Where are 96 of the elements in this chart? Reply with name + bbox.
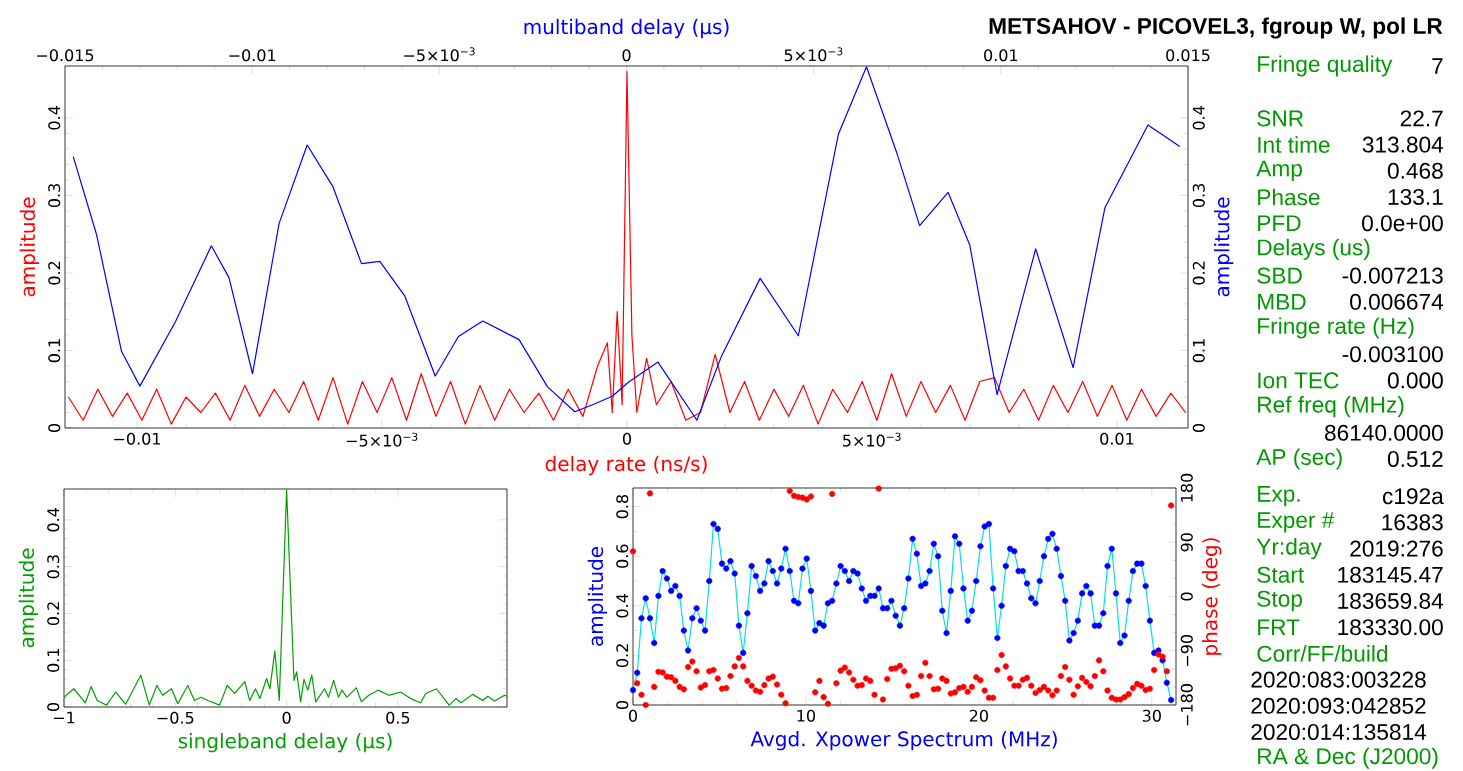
y-tick-label: 0 bbox=[47, 702, 60, 712]
y-tick-label: 0 bbox=[616, 700, 629, 710]
text: FRT bbox=[1258, 619, 1300, 635]
y2-tick-label: 0 bbox=[1192, 423, 1205, 433]
text: Fringe rate (Hz) bbox=[1258, 317, 1414, 339]
y2-tick-label: −180 bbox=[1180, 684, 1193, 726]
y-tick-label: 0.6 bbox=[616, 544, 629, 568]
y2-tick-label: 90 bbox=[1180, 533, 1193, 552]
text: 86140.0000 bbox=[1324, 424, 1443, 441]
text: Fringe quality bbox=[1258, 55, 1393, 77]
text: 183330.00 bbox=[1338, 619, 1443, 636]
x-tick-label: 0.01 bbox=[1100, 432, 1134, 445]
y-axis-title: amplitude bbox=[18, 548, 39, 648]
x2-tick-label: 0.01 bbox=[984, 49, 1018, 62]
text: Ref freq (MHz) bbox=[1258, 396, 1404, 418]
text: 183659.84 bbox=[1338, 592, 1444, 610]
line-series bbox=[64, 489, 507, 706]
x-tick-label: −5×10$^{−3}$ bbox=[346, 432, 418, 447]
x-tick-label: 0 bbox=[628, 709, 638, 722]
y-tick-label: 0.2 bbox=[47, 602, 60, 626]
y-tick-label: 0.8 bbox=[616, 494, 629, 519]
text: c192a bbox=[1382, 488, 1444, 505]
y-axis-title: amplitude bbox=[19, 197, 40, 297]
text: Ion TEC bbox=[1258, 372, 1339, 389]
text: AP (sec) bbox=[1256, 448, 1342, 470]
text: 133.1 bbox=[1388, 188, 1443, 206]
y-tick-label: 0.3 bbox=[48, 184, 61, 208]
x-tick-label: −1 bbox=[53, 711, 75, 724]
text: Start bbox=[1257, 566, 1304, 583]
y-tick-label: 0.2 bbox=[48, 261, 61, 285]
y2-tick-label: 0.3 bbox=[1192, 184, 1205, 208]
text: 2020:083:003228 bbox=[1251, 671, 1426, 688]
y-tick-label: 0.4 bbox=[48, 106, 61, 130]
text: 22.7 bbox=[1400, 110, 1443, 127]
text: SBD bbox=[1257, 267, 1302, 284]
text: 313.804 bbox=[1362, 136, 1444, 153]
text: Int time bbox=[1258, 136, 1330, 153]
y2-tick-label: 0.4 bbox=[1192, 106, 1205, 130]
text: PFD bbox=[1258, 215, 1301, 231]
text: 183145.47 bbox=[1338, 566, 1443, 583]
text: Delays (us) bbox=[1258, 238, 1370, 260]
y2-tick-label: 0 bbox=[1180, 592, 1193, 601]
y2-tick-label: −90 bbox=[1180, 634, 1193, 666]
x-axis-title: singleband delay (μs) bbox=[178, 732, 392, 753]
text: 7 bbox=[1432, 58, 1443, 74]
text: 16383 bbox=[1382, 514, 1443, 531]
y-tick-label: 0.1 bbox=[47, 648, 60, 672]
y-tick-label: 0.3 bbox=[47, 555, 60, 579]
text: SNR bbox=[1257, 110, 1304, 127]
x-axis-title: delay rate (ns/s) bbox=[545, 455, 707, 476]
text: 0.006674 bbox=[1350, 293, 1444, 310]
y2-tick-label: 0.2 bbox=[1192, 261, 1205, 285]
text: 2020:014:135814 bbox=[1251, 723, 1427, 741]
text: 2019:276 bbox=[1350, 540, 1443, 557]
y-tick-label: 0.1 bbox=[48, 339, 61, 363]
x2-tick-label: −5×10$^{−3}$ bbox=[404, 47, 475, 62]
y-tick-label: 0.2 bbox=[616, 644, 629, 668]
x-tick-label: 30 bbox=[1142, 709, 1161, 722]
x-tick-label: −0.5 bbox=[157, 711, 194, 724]
y-tick-label: 0 bbox=[48, 423, 61, 433]
y-axis-title: amplitude bbox=[587, 547, 608, 646]
text: METSAHOV - PICOVEL3, fgroup W, pol LR bbox=[989, 17, 1443, 39]
y2-axis-title: amplitude bbox=[1213, 197, 1234, 297]
y2-tick-label: 0.1 bbox=[1192, 339, 1205, 363]
text: 0.512 bbox=[1387, 450, 1443, 468]
x-tick-label: 0.5 bbox=[386, 711, 410, 724]
text: MBD bbox=[1258, 293, 1306, 310]
x2-axis-title: multiband delay (μs) bbox=[524, 18, 729, 39]
text: Amp bbox=[1256, 160, 1302, 181]
x-tick-label: 5×10$^{−3}$ bbox=[843, 432, 901, 447]
x-tick-label: 20 bbox=[969, 709, 988, 722]
y2-axis-title: phase (deg) bbox=[1201, 538, 1222, 655]
text: Yr:day bbox=[1256, 538, 1322, 560]
y2-tick-label: 180 bbox=[1180, 473, 1193, 502]
text: -0.003100 bbox=[1342, 346, 1443, 363]
text: 0.468 bbox=[1387, 162, 1443, 179]
text: Phase bbox=[1258, 188, 1320, 206]
text: 0.000 bbox=[1387, 372, 1443, 389]
x-tick-label: −0.01 bbox=[114, 432, 161, 445]
text: Exp. bbox=[1258, 486, 1300, 507]
x-tick-label: 0 bbox=[282, 711, 291, 724]
y-tick-label: 0.4 bbox=[616, 593, 629, 618]
x2-tick-label: −0.015 bbox=[37, 49, 94, 62]
text: 0.0e+00 bbox=[1362, 215, 1443, 232]
text: -0.007213 bbox=[1342, 267, 1443, 284]
text: RA & Dec (J2000) bbox=[1258, 747, 1438, 769]
x-tick-label: 10 bbox=[797, 709, 816, 722]
x2-tick-label: 5×10$^{−3}$ bbox=[784, 47, 843, 62]
x2-tick-label: −0.01 bbox=[229, 49, 276, 62]
text: Corr/FF/build bbox=[1257, 645, 1388, 662]
text: 2020:093:042852 bbox=[1251, 697, 1426, 714]
y-tick-label: 0.4 bbox=[47, 508, 60, 532]
x-axis-title: Avgd. Xpower Spectrum (MHz) bbox=[750, 730, 1057, 751]
x2-tick-label: 0.015 bbox=[1166, 49, 1210, 62]
text: Stop bbox=[1257, 590, 1302, 612]
text: Exper # bbox=[1258, 512, 1335, 533]
